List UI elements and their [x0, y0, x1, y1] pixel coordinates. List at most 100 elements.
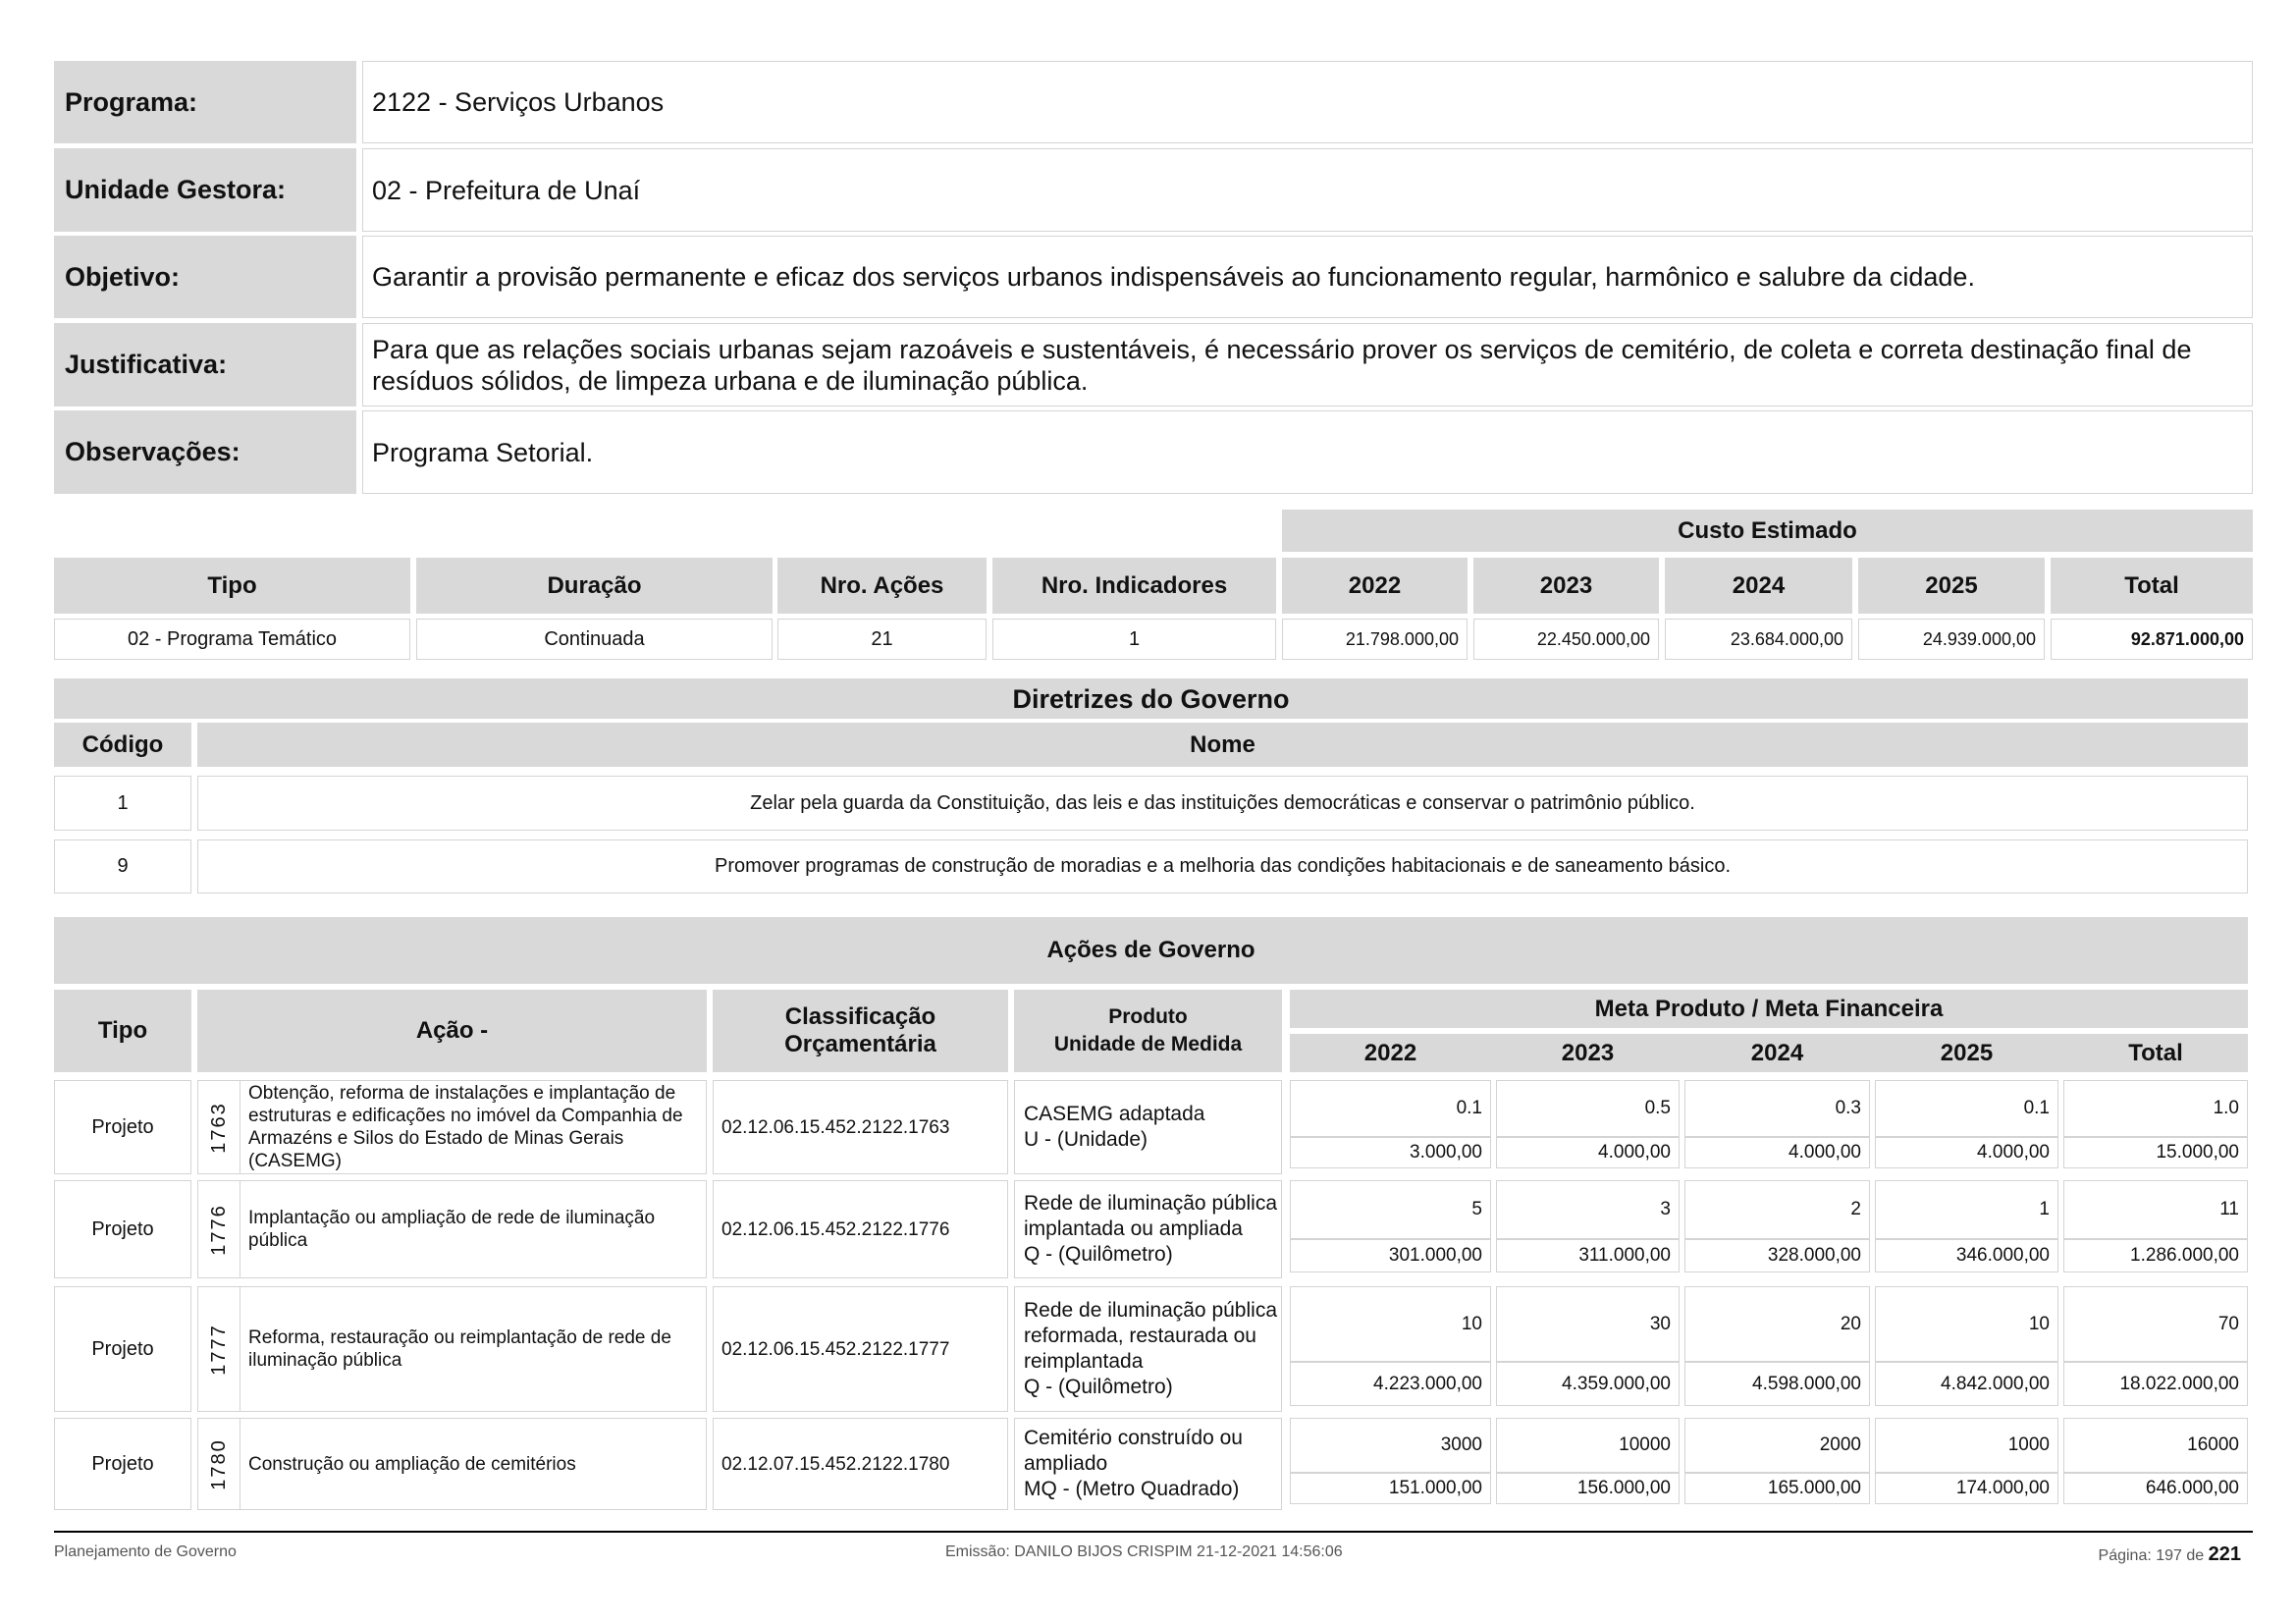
meta-produto: 0.5 — [1496, 1080, 1680, 1137]
meta-produto-text: 10000 — [1619, 1434, 1671, 1455]
info-label: Justificativa: — [54, 323, 356, 406]
acao-tipo-text: Projeto — [91, 1115, 154, 1138]
summary-header: Duração — [416, 558, 773, 614]
acao-classificacao: 02.12.07.15.452.2122.1780 — [713, 1418, 1008, 1510]
diretriz-nome: Promover programas de construção de mora… — [197, 839, 2248, 893]
summary-header-text: Tipo — [207, 571, 257, 599]
summary-cell: 22.450.000,00 — [1473, 619, 1659, 660]
summary-header-text: Nro. Ações — [820, 571, 944, 599]
meta-produto: 11 — [2063, 1180, 2248, 1239]
acao-codigo-text: 1776 — [207, 1203, 230, 1256]
summary-cell: 21 — [777, 619, 987, 660]
meta-financeira-text: 4.359.000,00 — [1562, 1373, 1671, 1394]
info-label-text: Observações: — [65, 437, 240, 466]
meta-produto-text: 1000 — [2007, 1434, 2050, 1455]
summary-header-text: Duração — [547, 571, 642, 599]
acao-produto-text: Cemitério construído ou ampliado MQ - (M… — [1024, 1427, 1243, 1500]
acao-codigo: 1780 — [197, 1418, 240, 1510]
meta-financeira-text: 165.000,00 — [1767, 1478, 1861, 1498]
acoes-year-header-text: 2023 — [1561, 1039, 1615, 1066]
acoes-year-header-text: Total — [2128, 1039, 2183, 1066]
summary-header: Tipo — [54, 558, 410, 614]
footer-divider — [54, 1531, 2253, 1533]
meta-financeira: 328.000,00 — [1684, 1239, 1870, 1272]
summary-cell-text: 21.798.000,00 — [1345, 628, 1459, 649]
acao-descricao: Construção ou ampliação de cemitérios — [240, 1418, 707, 1510]
meta-financeira: 311.000,00 — [1496, 1239, 1680, 1272]
meta-financeira-text: 346.000,00 — [1955, 1245, 2050, 1266]
acao-produto-text: Rede de iluminação pública implantada ou… — [1024, 1192, 1277, 1266]
meta-financeira-text: 18.022.000,00 — [2119, 1373, 2239, 1394]
acao-descricao-text: Construção ou ampliação de cemitérios — [248, 1453, 576, 1475]
summary-header-text: 2022 — [1348, 571, 1402, 599]
summary-cell: Continuada — [416, 619, 773, 660]
summary-cell: 23.684.000,00 — [1665, 619, 1852, 660]
acoes-header-acao-text: Ação - — [415, 1017, 489, 1044]
meta-produto: 0.1 — [1290, 1080, 1491, 1137]
meta-financeira-text: 4.000,00 — [1789, 1142, 1861, 1163]
acao-tipo: Projeto — [54, 1180, 191, 1278]
meta-financeira: 4.598.000,00 — [1684, 1362, 1870, 1406]
acao-descricao: Obtenção, reforma de instalações e impla… — [240, 1080, 707, 1174]
acoes-year-header-text: 2022 — [1363, 1039, 1417, 1066]
meta-produto-text: 1.0 — [2213, 1098, 2239, 1118]
meta-financeira-text: 4.000,00 — [1598, 1142, 1671, 1163]
info-label-text: Programa: — [65, 86, 198, 117]
acoes-header-meta: Meta Produto / Meta Financeira — [1290, 990, 2248, 1028]
diretrizes-title: Diretrizes do Governo — [54, 678, 2248, 719]
summary-header: 2025 — [1858, 558, 2045, 614]
info-label-text: Justificativa: — [65, 350, 228, 379]
meta-financeira: 4.000,00 — [1684, 1137, 1870, 1168]
meta-financeira: 151.000,00 — [1290, 1473, 1491, 1504]
acao-codigo-text: 1777 — [207, 1323, 230, 1376]
info-value: Garantir a provisão permanente e eficaz … — [362, 236, 2253, 318]
meta-produto-text: 0.1 — [1456, 1098, 1482, 1118]
summary-cell-text: 23.684.000,00 — [1730, 628, 1843, 649]
meta-produto-text: 20 — [1840, 1313, 1861, 1334]
diretriz-nome-text: Zelar pela guarda da Constituição, das l… — [750, 791, 1695, 814]
acoes-header-classificacao: Classificação Orçamentária — [713, 990, 1008, 1072]
diretriz-codigo-text: 9 — [117, 855, 129, 877]
info-value-text: 2122 - Serviços Urbanos — [372, 87, 665, 117]
custo-estimado-header: Custo Estimado — [1282, 510, 2253, 552]
meta-produto-text: 1 — [2039, 1199, 2050, 1219]
meta-financeira: 3.000,00 — [1290, 1137, 1491, 1168]
info-label: Unidade Gestora: — [54, 148, 356, 232]
acao-tipo-text: Projeto — [91, 1452, 154, 1475]
meta-produto: 20 — [1684, 1286, 1870, 1362]
acoes-year-header: 2024 — [1684, 1034, 1870, 1072]
acoes-header-produto-text: Produto Unidade de Medida — [1053, 1005, 1243, 1055]
meta-produto: 2 — [1684, 1180, 1870, 1239]
meta-financeira-text: 1.286.000,00 — [2130, 1245, 2239, 1266]
meta-produto: 0.1 — [1875, 1080, 2058, 1137]
meta-financeira: 346.000,00 — [1875, 1239, 2058, 1272]
meta-produto-text: 10 — [1461, 1313, 1482, 1334]
summary-header-text: Nro. Indicadores — [1041, 571, 1228, 599]
summary-header-text: 2023 — [1539, 571, 1593, 599]
meta-financeira-text: 151.000,00 — [1388, 1478, 1482, 1498]
meta-financeira-text: 4.842.000,00 — [1941, 1373, 2050, 1394]
acao-codigo: 1777 — [197, 1286, 240, 1412]
footer-left: Planejamento de Governo — [54, 1543, 237, 1560]
acao-classificacao-text: 02.12.06.15.452.2122.1777 — [721, 1338, 950, 1360]
meta-produto-text: 5 — [1471, 1199, 1482, 1219]
meta-produto-text: 10 — [2028, 1313, 2050, 1334]
meta-produto: 16000 — [2063, 1418, 2248, 1473]
meta-financeira: 4.000,00 — [1496, 1137, 1680, 1168]
acao-tipo: Projeto — [54, 1286, 191, 1412]
summary-header: Nro. Ações — [777, 558, 987, 614]
meta-produto-text: 3 — [1660, 1199, 1671, 1219]
summary-header: 2023 — [1473, 558, 1659, 614]
summary-header-text: 2025 — [1925, 571, 1978, 599]
info-value: 02 - Prefeitura de Unaí — [362, 148, 2253, 232]
meta-financeira: 4.223.000,00 — [1290, 1362, 1491, 1406]
meta-financeira-text: 3.000,00 — [1410, 1142, 1482, 1163]
acoes-year-header-text: 2024 — [1750, 1039, 1804, 1066]
meta-produto-text: 2000 — [1819, 1434, 1861, 1455]
meta-financeira: 156.000,00 — [1496, 1473, 1680, 1504]
info-label: Objetivo: — [54, 236, 356, 318]
info-label-text: Unidade Gestora: — [65, 175, 287, 204]
summary-cell: 02 - Programa Temático — [54, 619, 410, 660]
info-value-text: Programa Setorial. — [372, 437, 594, 467]
acoes-header-acao: Ação - — [197, 990, 707, 1072]
